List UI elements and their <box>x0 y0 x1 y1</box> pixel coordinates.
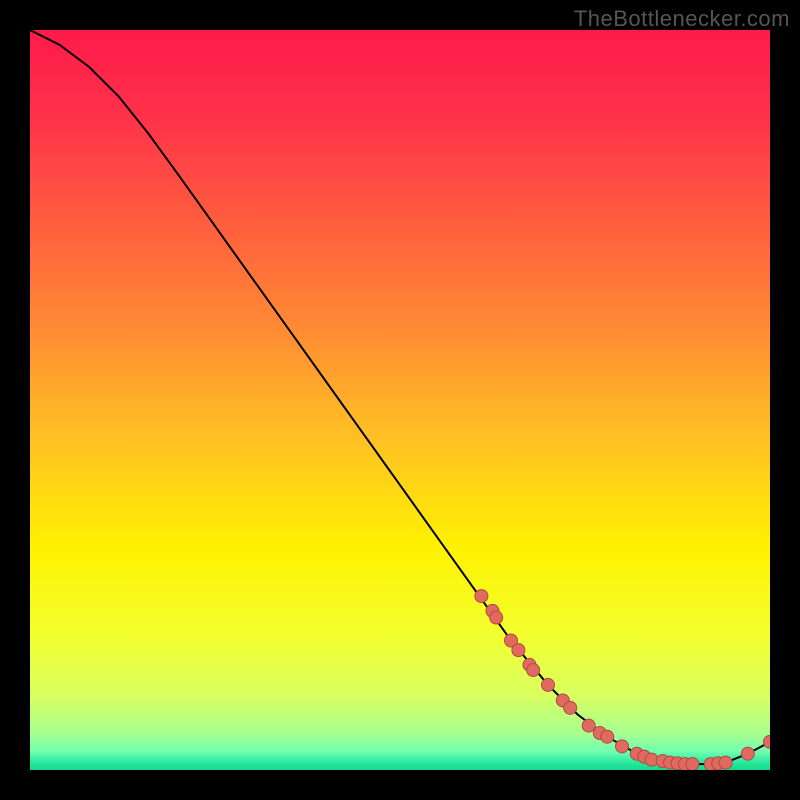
data-marker <box>542 678 555 691</box>
data-marker <box>490 611 503 624</box>
bottleneck-chart <box>30 30 770 770</box>
chart-frame: TheBottlenecker.com <box>0 0 800 800</box>
data-marker <box>582 719 595 732</box>
plot-area <box>30 30 770 770</box>
data-marker <box>719 756 732 769</box>
data-marker <box>475 590 488 603</box>
data-marker <box>601 730 614 743</box>
data-marker <box>512 644 525 657</box>
data-marker <box>527 664 540 677</box>
gradient-background <box>30 30 770 770</box>
watermark-text: TheBottlenecker.com <box>574 6 790 32</box>
data-marker <box>741 747 754 760</box>
data-marker <box>686 758 699 770</box>
data-marker <box>616 740 629 753</box>
data-marker <box>564 701 577 714</box>
